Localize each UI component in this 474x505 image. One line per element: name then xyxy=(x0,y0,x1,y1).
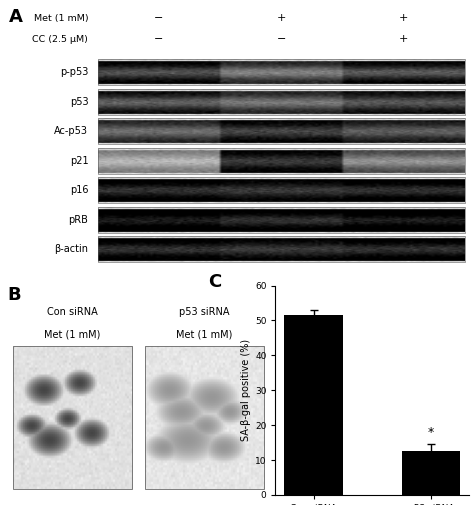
Text: β-actin: β-actin xyxy=(55,244,88,255)
Text: −: − xyxy=(276,34,286,44)
Text: p16: p16 xyxy=(70,185,88,195)
Text: +: + xyxy=(276,13,286,23)
Text: +: + xyxy=(399,34,408,44)
Text: Met (1 mM): Met (1 mM) xyxy=(44,330,100,340)
Text: Met (1 mM): Met (1 mM) xyxy=(176,330,232,340)
Text: CC (2.5 μM): CC (2.5 μM) xyxy=(33,34,88,43)
Text: p-p53: p-p53 xyxy=(60,67,88,77)
Text: +: + xyxy=(399,13,408,23)
Text: p53: p53 xyxy=(70,96,88,107)
Text: *: * xyxy=(428,426,434,439)
Text: −: − xyxy=(154,13,164,23)
Text: p21: p21 xyxy=(70,156,88,166)
Y-axis label: SA-β-gal positive (%): SA-β-gal positive (%) xyxy=(241,339,251,441)
Text: B: B xyxy=(8,285,21,304)
Text: −: − xyxy=(154,34,164,44)
Bar xyxy=(402,451,460,495)
Text: C: C xyxy=(208,273,221,291)
Text: p53 siRNA: p53 siRNA xyxy=(179,307,229,317)
Text: Con siRNA: Con siRNA xyxy=(47,307,98,317)
Text: Ac-p53: Ac-p53 xyxy=(55,126,88,136)
Text: pRB: pRB xyxy=(68,215,88,225)
Bar xyxy=(284,315,343,495)
Text: Met (1 mM): Met (1 mM) xyxy=(34,14,88,23)
Text: A: A xyxy=(9,8,23,26)
